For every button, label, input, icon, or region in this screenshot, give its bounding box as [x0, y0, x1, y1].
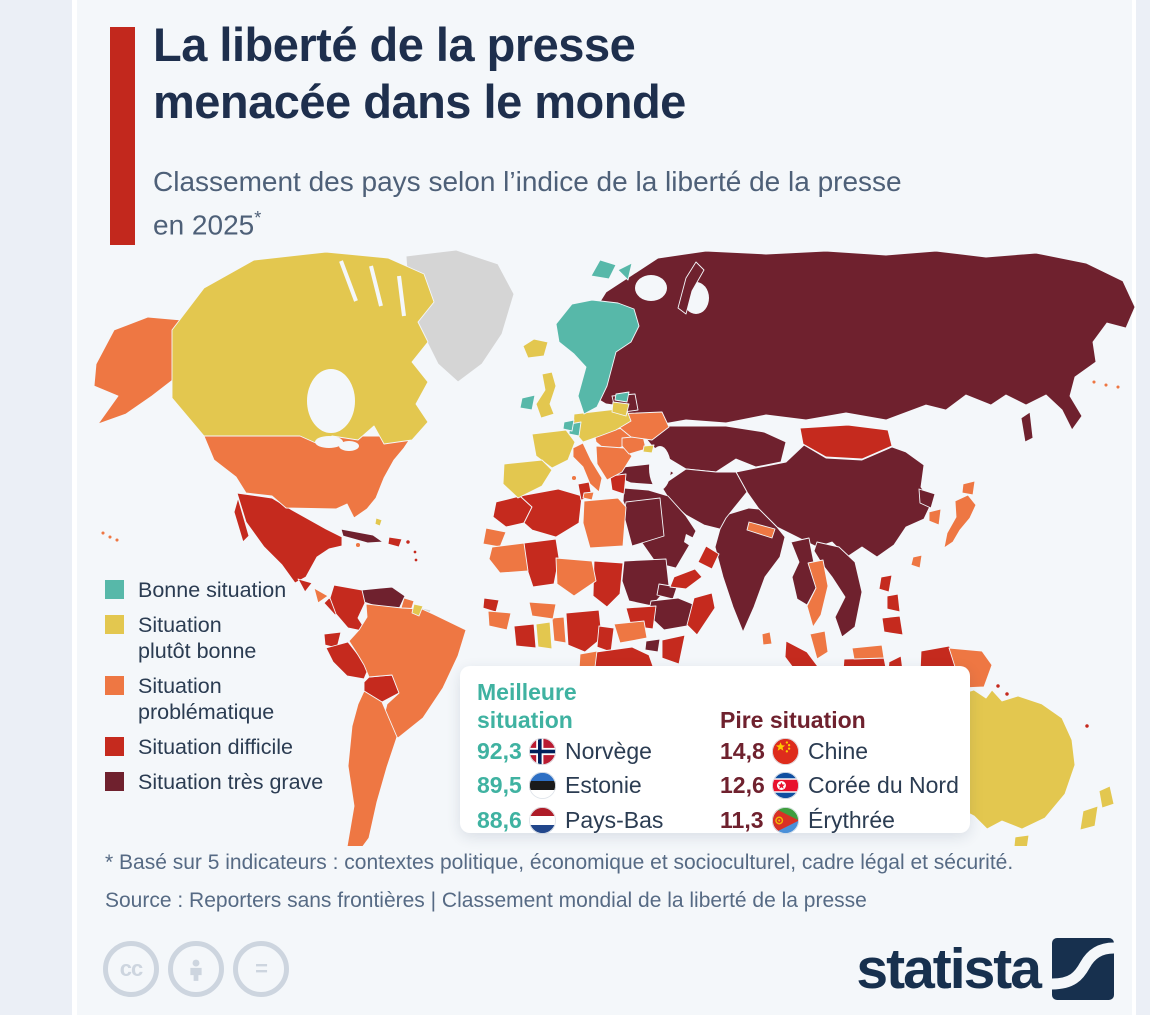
license-icons: cc = [103, 941, 298, 997]
legend-label: Bonne situation [138, 578, 287, 602]
worst-row-north-korea: 12,6 Corée du Nord [720, 769, 970, 804]
legend-label: Situation plutôt bonne [138, 613, 257, 663]
legend-label: Situation problématique [138, 674, 275, 724]
statista-logo-icon [1052, 938, 1114, 1000]
eritrea-flag-icon [772, 806, 799, 834]
best-situation-column: Meilleure situation 92,3 Norvège [477, 676, 720, 838]
legend-item-problematique: Situation problématique [105, 673, 323, 725]
estonia-flag-icon [529, 772, 556, 800]
country-name: Érythrée [808, 806, 895, 833]
legend-label: Situation difficile [138, 735, 293, 759]
statista-wordmark: statista [856, 937, 1042, 1001]
legend-label: Situation très grave [138, 770, 324, 794]
legend-item-difficile: Situation difficile [105, 734, 323, 760]
source-line: Source : Reporters sans frontières | Cla… [105, 889, 867, 912]
country-name: Estonie [565, 772, 642, 799]
norway-flag-icon [529, 737, 556, 765]
sea-overlays [307, 260, 709, 550]
footnote: * Basé sur 5 indicateurs : contextes pol… [105, 851, 1014, 874]
score-value: 89,5 [477, 772, 522, 799]
score-value: 14,8 [720, 737, 765, 764]
best-worst-callout: Meilleure situation 92,3 Norvège [460, 666, 970, 834]
cc-icon: cc [103, 941, 159, 997]
regions-tres-grave [340, 250, 1136, 653]
page-subtitle: Classement des pays selon l’indice de la… [153, 163, 902, 243]
equals-glyph: = [255, 956, 268, 981]
country-name: Chine [808, 737, 869, 764]
legend-item-tres-grave: Situation très grave [105, 769, 323, 795]
equals-icon: = [233, 941, 289, 997]
worst-situation-title: Pire situation [720, 707, 866, 733]
regions-bonne [519, 259, 640, 437]
score-value: 92,3 [477, 737, 522, 764]
infographic-card: La liberté de la presse menacée dans le … [72, 0, 1136, 1015]
swatch-bonne [105, 580, 124, 599]
subtitle-year: en 2025 [153, 209, 255, 241]
worst-situation-column: Pire situation 14,8 Chine [720, 676, 970, 838]
person-glyph [190, 959, 202, 981]
best-row-estonia: 89,5 Estonie [477, 769, 720, 804]
legend-item-plutot-bonne: Situation plutôt bonne [105, 612, 323, 664]
score-value: 88,6 [477, 806, 522, 833]
map-legend: Bonne situation Situation plutôt bonne S… [105, 577, 323, 804]
footnote-marker: * [254, 208, 262, 228]
worst-row-china: 14,8 Chine [720, 734, 970, 769]
subtitle-text: Classement des pays selon l’indice de la… [153, 166, 902, 197]
novaya-zemlya [677, 261, 705, 315]
swatch-problematique [105, 676, 124, 695]
country-name: Norvège [565, 737, 652, 764]
legend-item-bonne: Bonne situation [105, 577, 323, 603]
country-name: Pays-Bas [565, 806, 664, 833]
accent-bar [110, 27, 135, 245]
best-situation-title: Meilleure situation [477, 679, 577, 733]
netherlands-flag-icon [529, 806, 556, 834]
attribution-person-icon [168, 941, 224, 997]
swatch-tres-grave [105, 772, 124, 791]
score-value: 12,6 [720, 772, 765, 799]
cc-glyph: cc [119, 956, 144, 981]
china-flag-icon [772, 737, 799, 765]
page-title: La liberté de la presse menacée dans le … [153, 18, 686, 128]
score-value: 11,3 [720, 806, 764, 833]
statista-branding: statista [856, 936, 1114, 1002]
swatch-plutot-bonne [105, 615, 124, 634]
best-row-norway: 92,3 Norvège [477, 734, 720, 769]
swatch-difficile [105, 737, 124, 756]
country-name: Corée du Nord [808, 772, 959, 799]
best-row-netherlands: 88,6 Pays-Bas [477, 803, 720, 838]
north-korea-flag-icon [772, 772, 799, 800]
worst-row-eritrea: 11,3 Érythrée [720, 803, 970, 838]
